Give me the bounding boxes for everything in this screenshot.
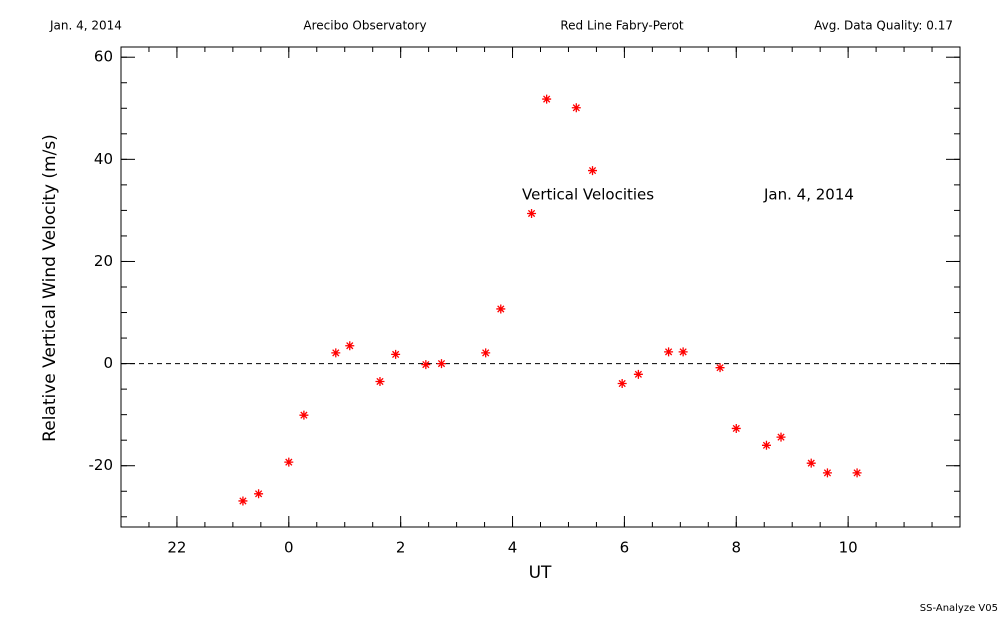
y-tick-label: 40: [94, 150, 113, 168]
x-tick-label: 8: [731, 539, 741, 557]
data-point: [852, 468, 862, 478]
y-tick-label: 60: [94, 48, 113, 66]
x-tick-label: 22: [167, 539, 186, 557]
data-point: [731, 423, 741, 433]
header-date: Jan. 4, 2014: [49, 19, 122, 33]
data-point: [542, 94, 552, 104]
data-point: [331, 348, 341, 358]
y-axis-label: Relative Vertical Wind Velocity (m/s): [40, 134, 60, 442]
data-point: [806, 458, 816, 468]
plot-frame: [120, 46, 961, 528]
data-point: [527, 208, 537, 218]
data-point: [391, 349, 401, 359]
data-point: [375, 376, 385, 386]
data-point: [664, 347, 674, 357]
data-point: [254, 489, 264, 499]
header-instrument: Red Line Fabry-Perot: [560, 19, 684, 33]
data-point: [436, 359, 446, 369]
header-site: Arecibo Observatory: [303, 19, 426, 33]
x-axis-label: UT: [529, 563, 552, 583]
x-tick-label: 10: [839, 539, 858, 557]
data-point: [496, 304, 506, 314]
data-point: [588, 166, 598, 176]
data-point: [678, 347, 688, 357]
x-tick-label: 2: [396, 539, 406, 557]
x-tick-label: 6: [620, 539, 630, 557]
data-point: [481, 348, 491, 358]
data-point: [571, 103, 581, 113]
data-point: [299, 410, 309, 420]
data-point: [761, 440, 771, 450]
data-point: [715, 363, 725, 373]
data-point: [284, 457, 294, 467]
x-tick-label: 4: [508, 539, 518, 557]
annotation: Vertical Velocities: [522, 186, 654, 204]
data-point: [822, 468, 832, 478]
data-point: [633, 369, 643, 379]
data-point: [617, 379, 627, 389]
header-quality: Avg. Data Quality: 0.17: [814, 19, 953, 33]
data-point: [421, 360, 431, 370]
data-point: [776, 432, 786, 442]
y-tick-label: 20: [94, 252, 113, 270]
y-tick-label: 0: [103, 354, 113, 372]
data-point: [345, 341, 355, 351]
y-tick-label: -20: [89, 456, 114, 474]
annotation: Jan. 4, 2014: [763, 186, 854, 204]
data-point: [238, 496, 248, 506]
x-tick-label: 0: [284, 539, 294, 557]
footer: SS-Analyze V05: [920, 603, 998, 614]
